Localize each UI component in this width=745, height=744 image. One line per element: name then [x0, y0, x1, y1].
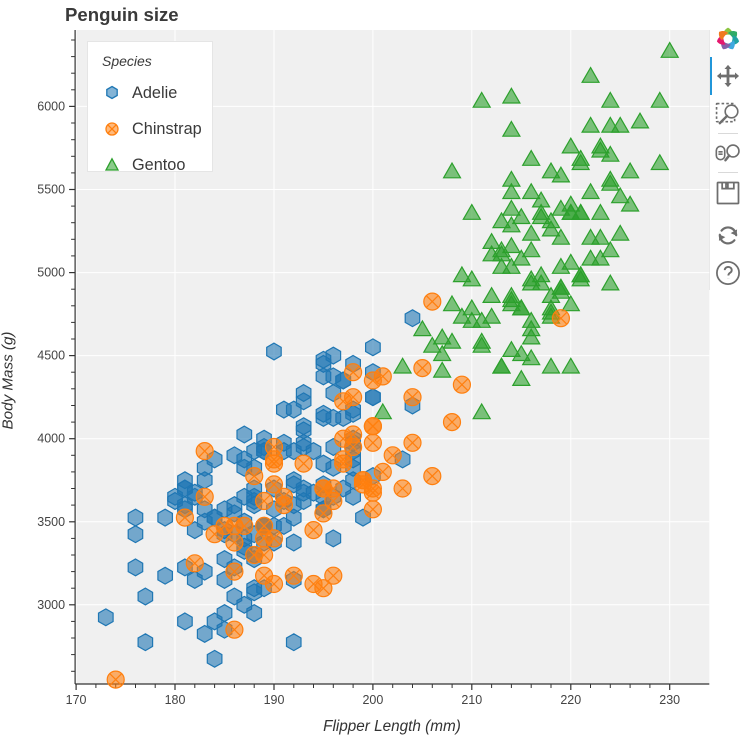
svg-text:200: 200 — [362, 693, 383, 707]
svg-text:230: 230 — [659, 693, 680, 707]
svg-text:3000: 3000 — [37, 598, 65, 612]
svg-text:4000: 4000 — [37, 432, 65, 446]
svg-text:190: 190 — [264, 693, 285, 707]
svg-text:210: 210 — [461, 693, 482, 707]
svg-text:3500: 3500 — [37, 515, 65, 529]
svg-text:5500: 5500 — [37, 183, 65, 197]
svg-text:170: 170 — [66, 693, 87, 707]
svg-text:220: 220 — [560, 693, 581, 707]
svg-text:180: 180 — [165, 693, 186, 707]
svg-text:5000: 5000 — [37, 266, 65, 280]
svg-text:6000: 6000 — [37, 99, 65, 113]
svg-text:4500: 4500 — [37, 349, 65, 363]
